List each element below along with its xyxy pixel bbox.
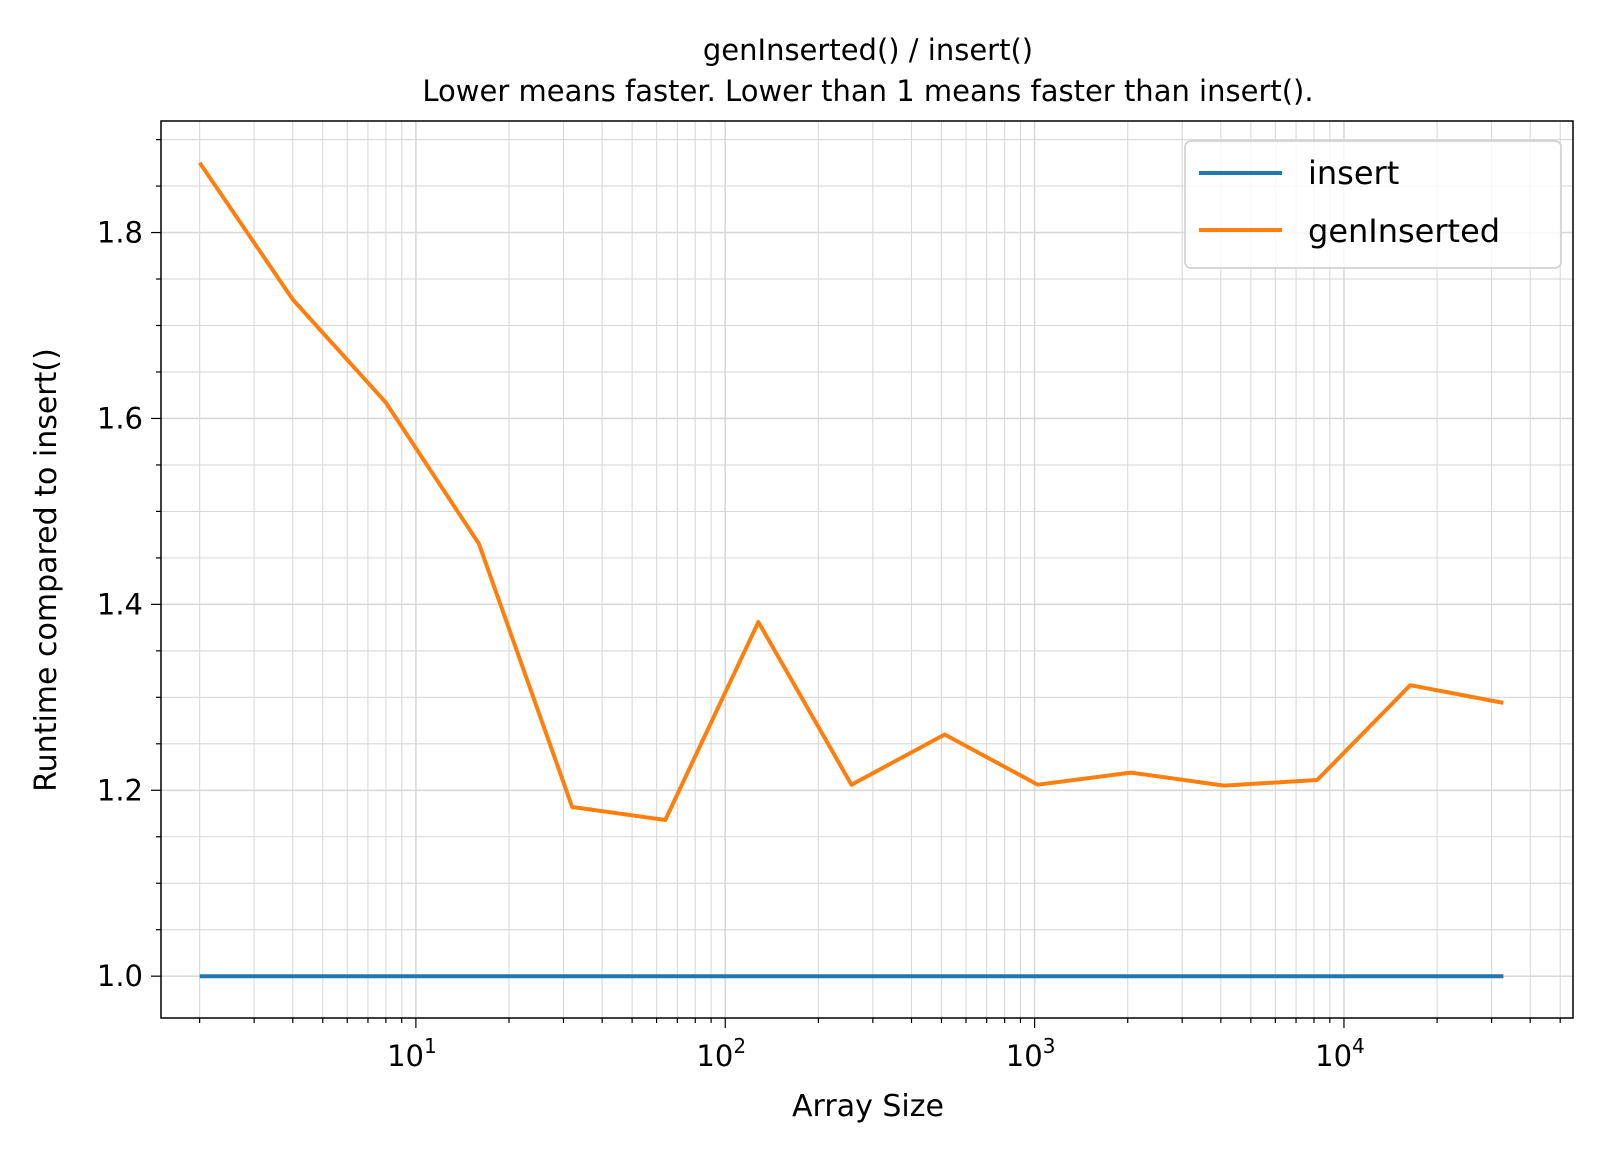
y-tick-label: 1.4 bbox=[97, 587, 143, 621]
y-tick-label: 1.8 bbox=[97, 216, 143, 250]
y-tick-label: 1.6 bbox=[97, 401, 143, 435]
plot-frame bbox=[160, 120, 1574, 1019]
legend: insert genInserted bbox=[1184, 140, 1562, 269]
chart-title: genInserted() / insert() bbox=[703, 33, 1033, 67]
x-tick-label: 104 bbox=[1315, 1034, 1365, 1073]
series-line-genInserted bbox=[198, 161, 1504, 822]
y-tick-label: 1.2 bbox=[97, 773, 143, 807]
legend-label-genInserted: genInserted bbox=[1308, 212, 1500, 250]
y-tick-label: 1.0 bbox=[97, 959, 143, 993]
y-axis-label: Runtime compared to insert() bbox=[29, 348, 64, 792]
grid bbox=[161, 121, 1573, 1018]
x-tick-label: 103 bbox=[1006, 1034, 1056, 1073]
x-tick-label: 102 bbox=[696, 1034, 746, 1073]
x-axis-label: Array Size bbox=[792, 1089, 944, 1124]
axis-ticks: 1.0 1.2 1.4 1.6 1.8 101 102 103 104 bbox=[97, 138, 1561, 1073]
chart-subtitle: Lower means faster. Lower than 1 means f… bbox=[422, 74, 1313, 108]
x-tick-label: 101 bbox=[387, 1034, 437, 1073]
series-lines bbox=[198, 161, 1504, 979]
legend-label-insert: insert bbox=[1308, 154, 1399, 192]
